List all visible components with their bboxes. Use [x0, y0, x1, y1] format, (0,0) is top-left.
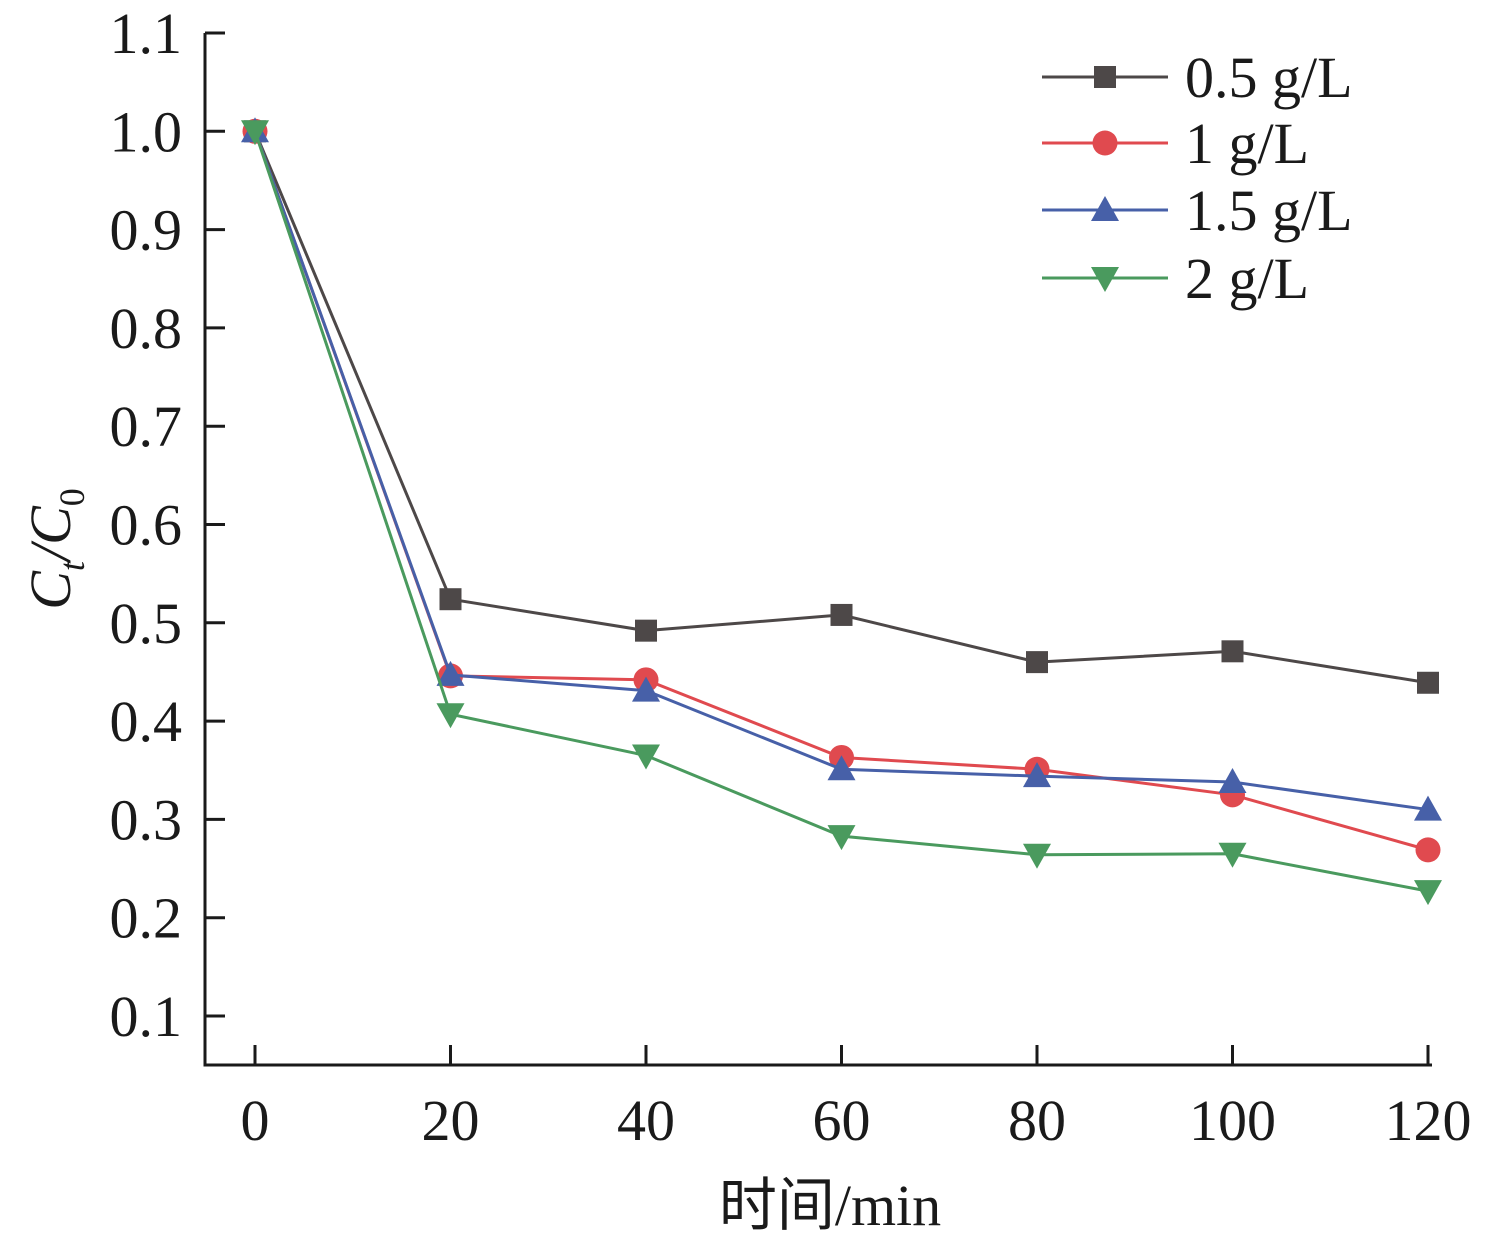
data-point [1023, 762, 1051, 788]
y-tick-label: 0.1 [110, 984, 183, 1049]
legend-marker [1094, 66, 1116, 88]
data-point [1417, 671, 1439, 694]
y-tick-label: 0.2 [110, 886, 183, 951]
data-point [1218, 842, 1247, 868]
legend-marker [1091, 267, 1119, 292]
data-point [241, 120, 269, 146]
legend-label: 1 g/L [1185, 111, 1309, 176]
data-point [830, 603, 853, 626]
data-point [1221, 640, 1244, 663]
legend-label: 1.5 g/L [1185, 178, 1353, 243]
data-point [1415, 837, 1441, 863]
y-tick-label: 0.8 [110, 296, 183, 361]
data-point [1414, 795, 1442, 821]
data-point [1023, 843, 1051, 869]
plot-frame-axes [203, 33, 1432, 1067]
y-tick-label: 0.7 [110, 394, 183, 459]
legend: 0.5 g/L1 g/L1.5 g/L2 g/L [1042, 45, 1353, 311]
series-2 [241, 117, 1442, 821]
y-axis-ticks: 0.1 0.2 0.3 0.4 0.5 0.6 0.7 0.8 0.9 1.0 1.1 [110, 1, 225, 1049]
x-tick-label: 40 [617, 1088, 675, 1153]
x-tick-label: 0 [241, 1088, 270, 1153]
y-tick-label: 0.3 [110, 787, 183, 852]
data-point [439, 588, 462, 611]
data-point [436, 660, 465, 686]
data-point [1026, 651, 1048, 674]
x-tick-label: 100 [1189, 1088, 1276, 1153]
series-3 [241, 120, 1442, 906]
x-tick-label: 80 [1008, 1088, 1066, 1153]
y-tick-label: 0.6 [110, 493, 183, 558]
x-axis-ticks: 0 20 40 60 80 100 120 [241, 1045, 1472, 1153]
x-tick-label: 20 [422, 1088, 480, 1153]
y-axis-title-slash: /C [18, 505, 83, 564]
data-point [635, 619, 657, 642]
data-point [632, 744, 660, 770]
x-tick-label: 60 [813, 1088, 871, 1153]
y-axis-title: Ct/C0 [18, 488, 92, 610]
y-axis-title-sub-t: t [52, 560, 92, 571]
y-tick-label: 0.9 [110, 198, 183, 263]
legend-item: 1.5 g/L [1042, 178, 1353, 243]
data-point [1414, 880, 1442, 906]
legend-item: 1 g/L [1042, 111, 1309, 176]
y-tick-label: 0.5 [110, 591, 183, 656]
data-point [827, 755, 856, 781]
y-tick-label: 1.1 [110, 1, 183, 66]
y-tick-label: 0.4 [110, 689, 183, 754]
legend-marker [1092, 130, 1118, 156]
data-point [436, 703, 465, 729]
x-tick-label: 120 [1385, 1088, 1472, 1153]
x-axis-title: 时间/min [719, 1173, 941, 1238]
y-axis-title-main: C [18, 570, 83, 610]
legend-item: 0.5 g/L [1042, 45, 1353, 110]
y-axis-title-sub-0: 0 [52, 488, 92, 506]
series-group [241, 117, 1442, 906]
y-tick-label: 1.0 [110, 99, 183, 164]
legend-item: 2 g/L [1042, 246, 1309, 311]
series-0 [244, 120, 1439, 694]
axes [203, 33, 1432, 1067]
data-point [632, 676, 660, 702]
data-point [1218, 768, 1247, 794]
legend-marker [1091, 196, 1119, 221]
legend-label: 2 g/L [1185, 246, 1309, 311]
data-point [827, 825, 856, 851]
legend-label: 0.5 g/L [1185, 45, 1353, 110]
